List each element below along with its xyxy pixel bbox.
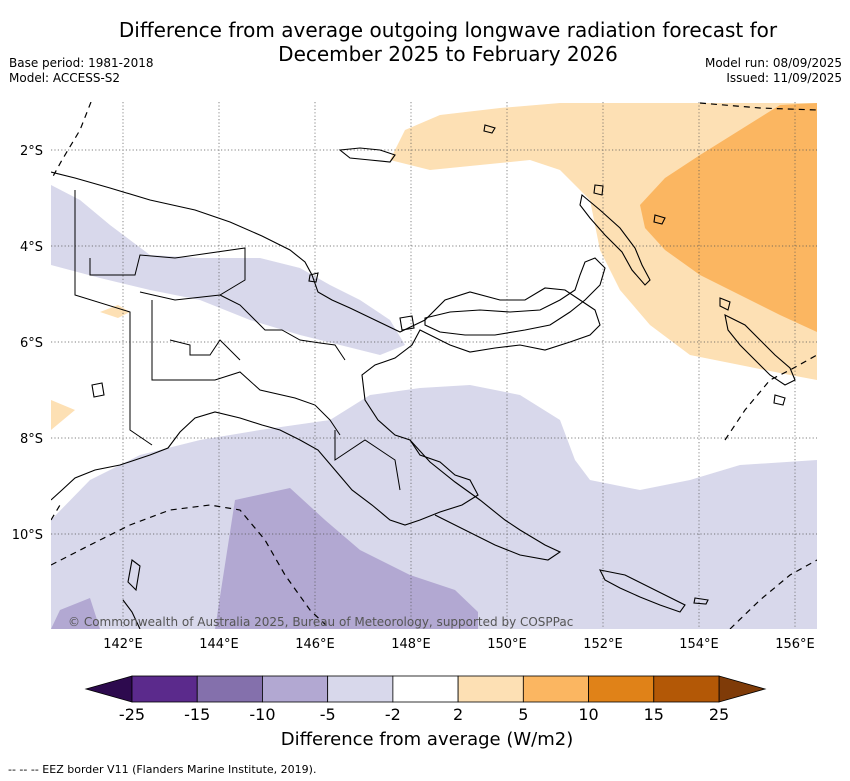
colorbar-extend-high [718,675,767,703]
colorbar-label: 5 [518,705,528,724]
bougainville [724,314,796,386]
eez-borders [51,102,817,629]
colorbar-segment [196,675,263,703]
lon-tick-156e: 156°E [775,637,815,652]
map-panel: © Commonwealth of Australia 2025, Bureau… [51,102,817,629]
islet-5 [719,297,731,311]
lat-tick-10s: 10°S [12,528,43,543]
lat-tick-8s: 8°S [20,432,43,447]
new-guinea-mainland [51,171,601,526]
cape-york [122,599,141,629]
lat-tick-4s: 4°S [20,240,43,255]
lon-tick-150e: 150°E [487,637,527,652]
louisiade-archipelago [599,569,686,613]
model-name: Model: ACCESS-S2 [9,71,121,85]
chart-title: Difference from average outgoing longwav… [0,18,850,66]
coastlines [51,124,796,629]
new-ireland [579,193,651,286]
manus-island [338,147,396,163]
lat-tick-2s: 2°S [20,144,43,159]
new-britain [424,257,606,336]
anomaly-patch-west [51,598,100,629]
lon-tick-142e: 142°E [103,637,143,652]
issued-date: Issued: 11/09/2025 [726,71,842,85]
islet-2 [308,272,319,283]
islet-3 [399,315,415,331]
province-border-2 [151,300,341,436]
eez-footnote: -- -- -- EEZ border V11 (Flanders Marine… [8,763,317,776]
province-border-3 [219,294,346,361]
borders [74,190,401,491]
lon-tick-154e: 154°E [679,637,719,652]
islet-4 [653,214,666,225]
colorbar-label: 25 [709,705,729,724]
anomaly-band-north [51,185,405,355]
lon-tick-labels: 142°E 144°E 146°E 148°E 150°E 152°E 154°… [103,637,815,652]
province-border-1 [89,247,246,301]
islet-9 [91,382,105,398]
colorbar-segment [327,675,394,703]
anomaly-patch-west-orange [51,400,75,430]
colorbar-label: 2 [453,705,463,724]
lon-tick-146e: 146°E [295,637,335,652]
colorbar-segment [588,675,655,703]
colorbar-segment [262,675,329,703]
colorbar-title: Difference from average (W/m2) [280,729,574,750]
province-border-5 [334,430,401,491]
colorbar-label: -15 [184,705,210,724]
title-line-2: December 2025 to February 2026 [278,42,618,66]
colorbar-label: 10 [578,705,598,724]
copyright: © Commonwealth of Australia 2025, Bureau… [68,615,573,629]
colorbar-label: -10 [249,705,275,724]
colorbar-segment [131,675,198,703]
islet-6 [593,184,604,196]
model-run: Model run: 08/09/2025 [704,56,842,70]
colorbar-label: 15 [644,705,664,724]
colorbar-segment [457,675,524,703]
colorbar: -25 -15 -10 -5 -2 2 5 10 15 25 [84,675,767,724]
colorbar-label: -2 [385,705,401,724]
colorbar-segment [392,675,459,703]
colorbar-label: -25 [119,705,145,724]
title-line-1: Difference from average outgoing longwav… [118,18,778,42]
lon-tick-152e: 152°E [583,637,623,652]
lat-tick-labels: 2°S 4°S 6°S 8°S 10°S [12,144,43,543]
colorbar-extend-low [84,675,133,703]
islet-8 [693,597,709,605]
papuan-peninsula [409,439,562,561]
lat-tick-6s: 6°S [20,336,43,351]
anomaly-patch-small-orange [100,305,130,318]
indonesia-png-border [74,190,153,446]
lon-tick-148e: 148°E [391,637,431,652]
anomaly-region-south-deep [215,488,478,629]
lon-tick-144e: 144°E [199,637,239,652]
meta-left: Base period: 1981-2018 Model: ACCESS-S2 [9,56,154,86]
islet-10 [127,559,141,592]
colorbar-segment [522,675,589,703]
province-border-4 [169,339,241,361]
meta-right: Model run: 08/09/2025 Issued: 11/09/2025 [705,56,842,86]
colorbar-segment [653,675,720,703]
base-period: Base period: 1981-2018 [9,56,154,70]
islet-1 [483,124,496,134]
colorbar-label: -5 [320,705,336,724]
gridlines [51,102,817,629]
islet-7 [773,394,786,406]
anomaly-region-east-strong [640,103,817,332]
